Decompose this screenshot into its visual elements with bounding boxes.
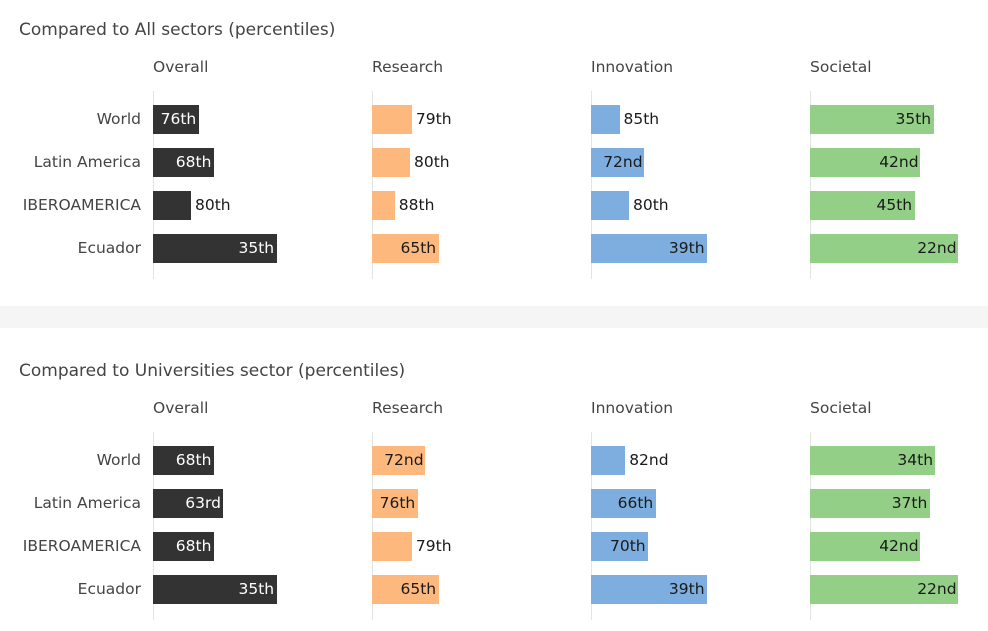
societal-bar-label: 34th: [897, 451, 934, 469]
axis-line: [591, 91, 592, 279]
axis-line: [372, 432, 373, 620]
societal-bar-label: 37th: [891, 494, 928, 512]
overall-bar: [153, 489, 224, 518]
innovation-bar: [591, 446, 626, 475]
overall-bar: [153, 148, 214, 177]
research-bar-label: 79th: [415, 110, 452, 128]
research-bar: [372, 489, 418, 518]
axis-line: [153, 91, 154, 279]
innovation-bar: [591, 575, 707, 604]
innovation-bar: [591, 191, 629, 220]
column-header-innovation: Innovation: [591, 58, 674, 76]
societal-bar-label: 42nd: [879, 537, 919, 555]
row-label: IBEROAMERICA: [22, 196, 141, 214]
societal-bar-label: 22nd: [917, 239, 957, 257]
societal-bar: [810, 148, 921, 177]
research-bar: [372, 105, 412, 134]
research-bar-label: 72nd: [384, 451, 424, 469]
column-header-overall: Overall: [153, 58, 209, 76]
row-label: Ecuador: [77, 580, 141, 598]
row-label: World: [96, 110, 141, 128]
societal-bar: [810, 234, 959, 263]
innovation-bar-label: 70th: [610, 537, 646, 555]
innovation-bar-label: 72nd: [603, 153, 643, 171]
societal-bar-label: 22nd: [917, 580, 957, 598]
research-bar-label: 65th: [400, 239, 437, 257]
societal-bar-label: 35th: [895, 110, 932, 128]
panel-title: Compared to Universities sector (percent…: [19, 361, 406, 381]
axis-line: [810, 432, 811, 620]
research-bar: [372, 191, 395, 220]
column-header-societal: Societal: [810, 58, 872, 76]
research-bar-label: 76th: [379, 494, 416, 512]
innovation-bar-label: 39th: [668, 239, 705, 257]
column-header-research: Research: [372, 58, 444, 76]
overall-bar: [153, 446, 214, 475]
societal-bar: [810, 489, 930, 518]
overall-bar: [153, 532, 214, 561]
innovation-bar: [591, 489, 656, 518]
row-label: Latin America: [33, 494, 141, 512]
innovation-bar: [591, 532, 648, 561]
overall-bar: [153, 575, 277, 604]
innovation-bar-label: 66th: [617, 494, 654, 512]
all-sectors-panel: Compared to All sectors (percentiles) Ov…: [0, 0, 988, 290]
axis-line: [591, 432, 592, 620]
overall-bar-label: 80th: [195, 196, 231, 214]
overall-bar-label: 68th: [175, 451, 212, 469]
row-label: Ecuador: [77, 239, 141, 257]
innovation-bar: [591, 148, 645, 177]
overall-bar-label: 76th: [160, 110, 197, 128]
overall-bar-label: 68th: [175, 153, 212, 171]
innovation-bar-label: 82nd: [629, 451, 669, 469]
innovation-bar-label: 39th: [668, 580, 705, 598]
overall-bar: [153, 191, 191, 220]
research-bar-label: 79th: [415, 537, 452, 555]
overall-bar-label: 35th: [238, 580, 275, 598]
row-label: World: [96, 451, 141, 469]
societal-bar: [810, 191, 915, 220]
research-bar-label: 88th: [398, 196, 435, 214]
column-header-research: Research: [372, 399, 444, 417]
row-label: IBEROAMERICA: [22, 537, 141, 555]
axis-line: [153, 432, 154, 620]
overall-bar: [153, 234, 277, 263]
universities-sector-panel: Compared to Universities sector (percent…: [0, 341, 988, 631]
research-bar: [372, 148, 410, 177]
research-bar: [372, 532, 412, 561]
societal-bar: [810, 105, 934, 134]
column-header-overall: Overall: [153, 399, 209, 417]
innovation-bar-label: 80th: [633, 196, 669, 214]
societal-bar: [810, 446, 936, 475]
axis-line: [372, 91, 373, 279]
societal-bar-label: 42nd: [879, 153, 919, 171]
research-bar: [372, 234, 439, 263]
research-bar: [372, 446, 426, 475]
innovation-bar: [591, 234, 707, 263]
innovation-bar: [591, 105, 620, 134]
societal-bar: [810, 575, 959, 604]
societal-bar: [810, 532, 921, 561]
societal-bar-label: 45th: [876, 196, 913, 214]
row-label: Latin America: [33, 153, 141, 171]
innovation-bar-label: 85th: [623, 110, 660, 128]
research-bar-label: 65th: [400, 580, 437, 598]
column-header-societal: Societal: [810, 399, 872, 417]
research-bar-label: 80th: [414, 153, 450, 171]
section-divider: [0, 306, 988, 328]
overall-bar-label: 35th: [238, 239, 275, 257]
column-header-innovation: Innovation: [591, 399, 674, 417]
overall-bar-label: 68th: [175, 537, 212, 555]
overall-bar-label: 63rd: [185, 494, 221, 512]
axis-line: [810, 91, 811, 279]
overall-bar: [153, 105, 199, 134]
research-bar: [372, 575, 439, 604]
panel-title: Compared to All sectors (percentiles): [19, 20, 336, 40]
